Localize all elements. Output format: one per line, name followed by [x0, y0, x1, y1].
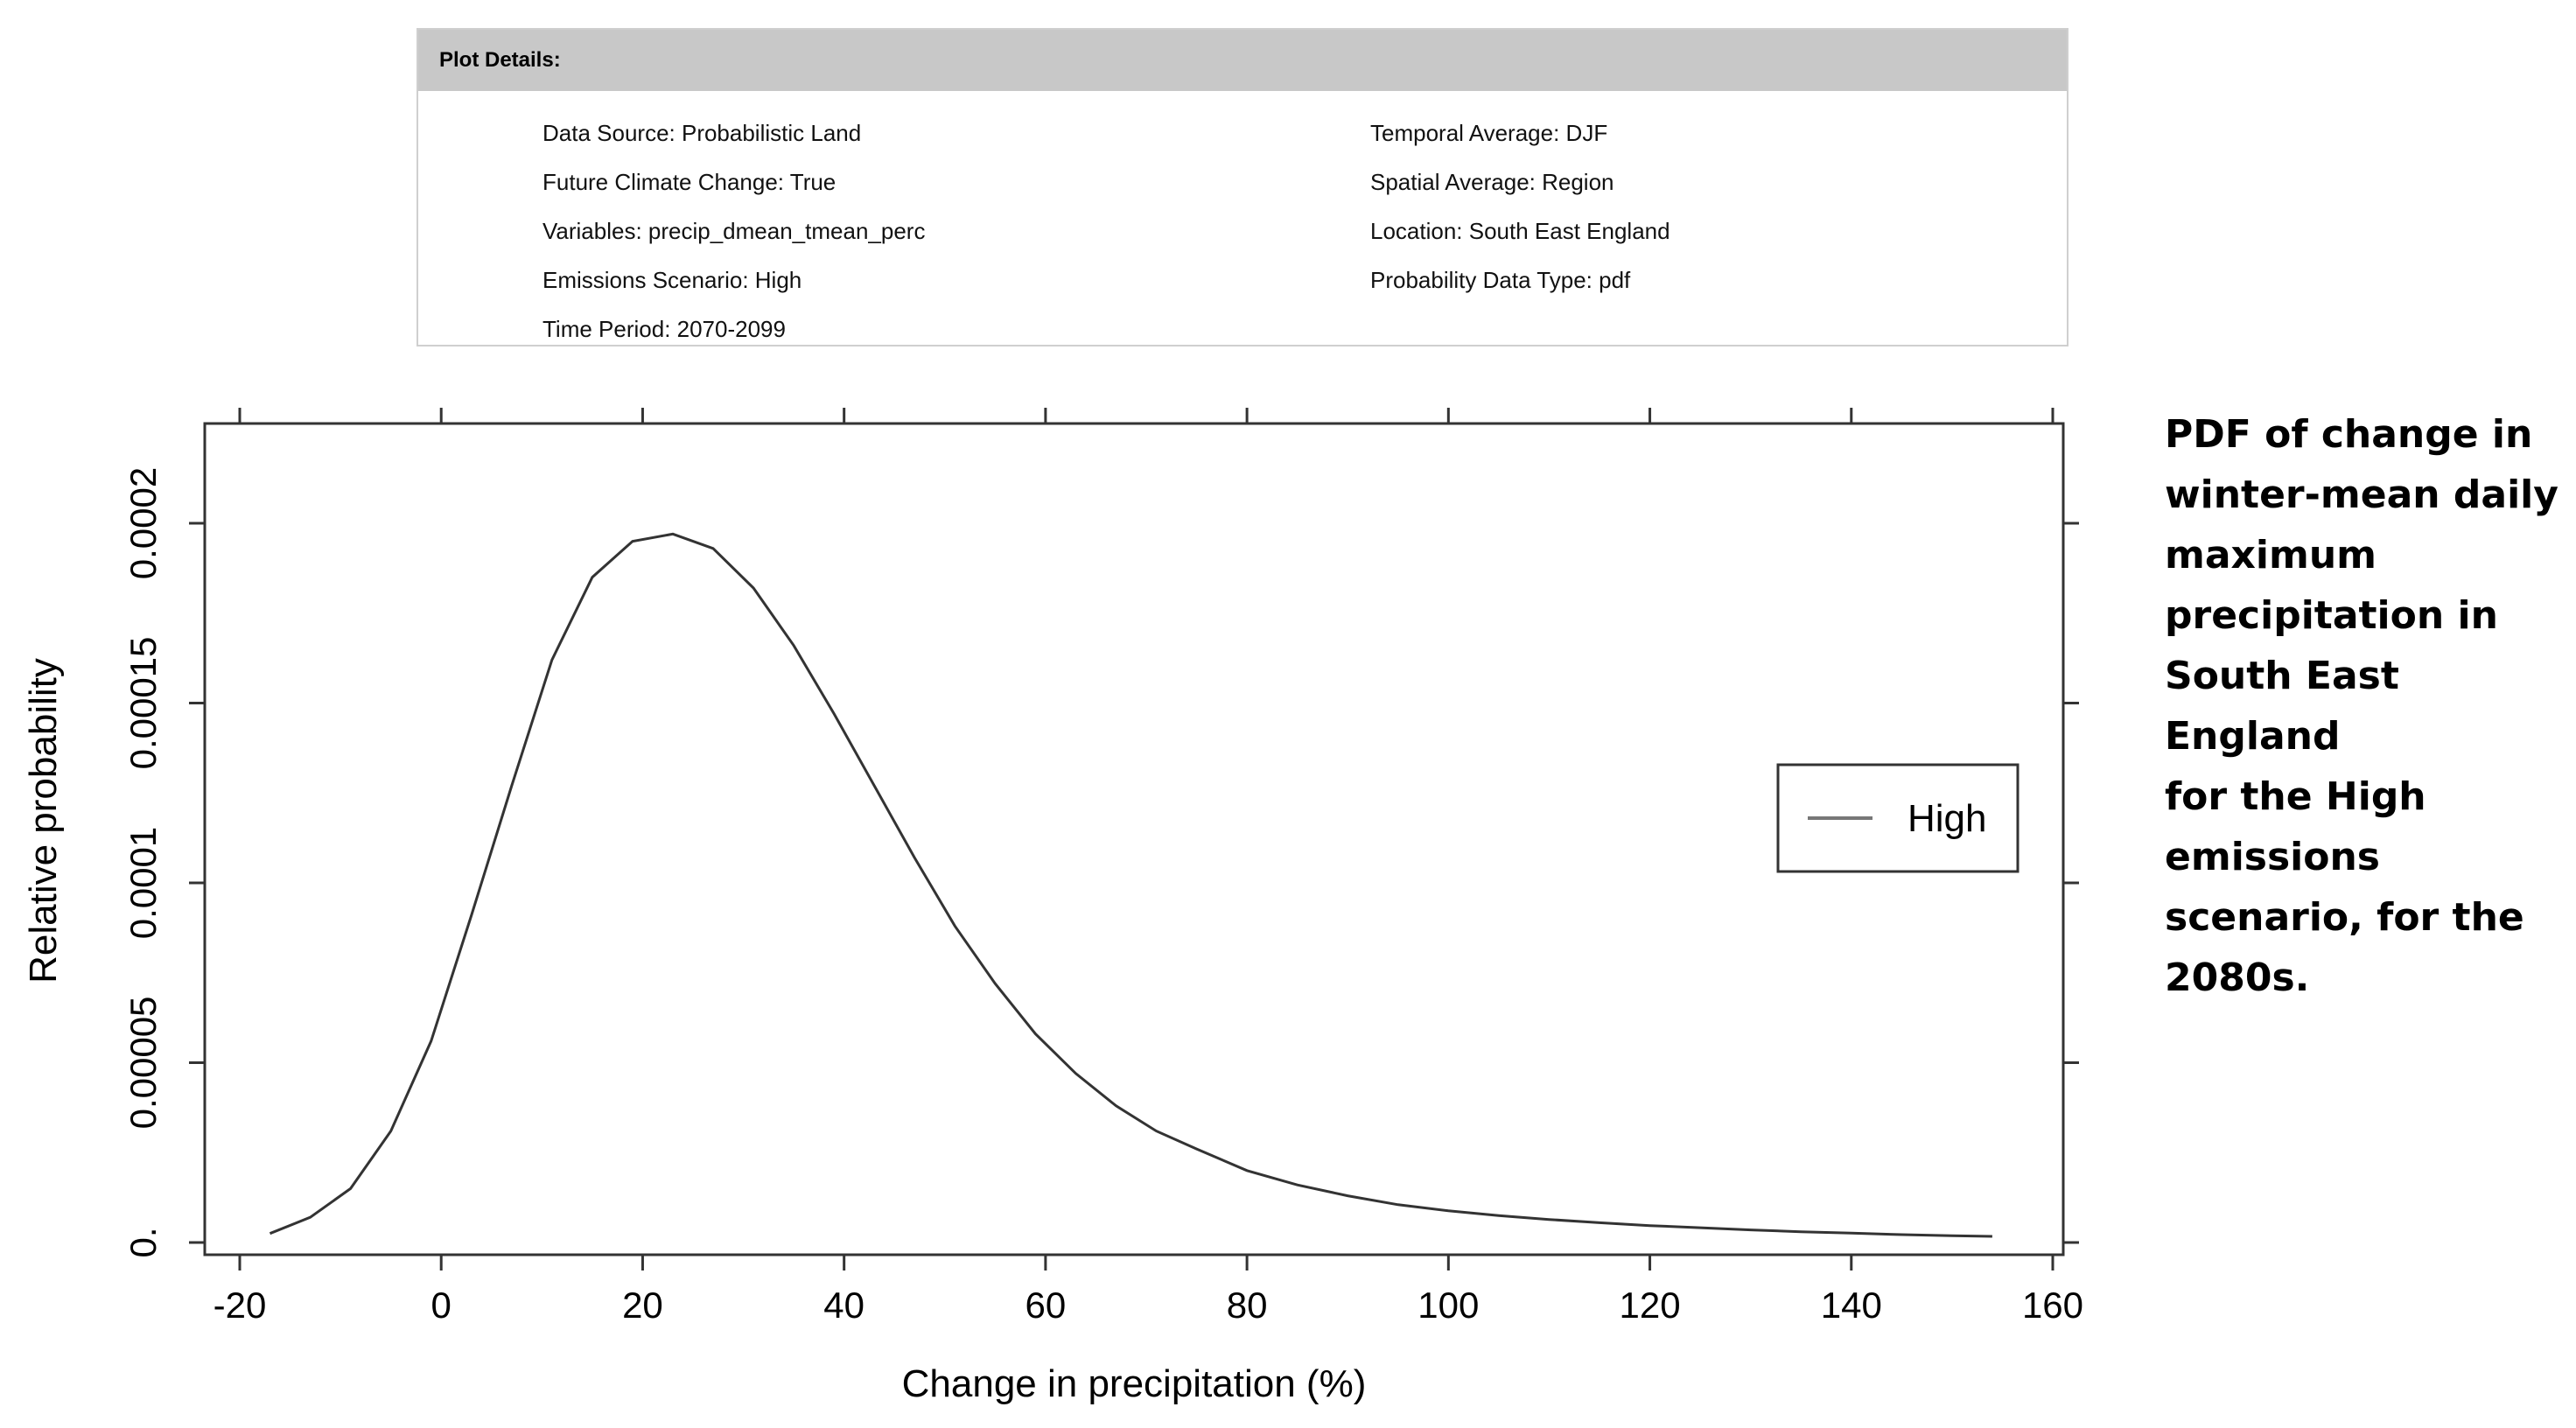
figure-caption: PDF of change in winter-mean daily maxim… — [2165, 412, 2558, 1000]
detail-location: Location: South East England — [1370, 218, 1670, 244]
legend-label-high: High — [1908, 797, 1987, 840]
y-tick-label: 0.0001 — [122, 827, 164, 939]
series-line-high — [269, 532, 1992, 1238]
x-tick-label: -20 — [214, 1284, 267, 1326]
x-tick-label: 40 — [823, 1284, 864, 1326]
detail-data-source: Data Source: Probabilistic Land — [542, 120, 862, 146]
y-axis: 0. 0.00005 0.0001 0.00015 0.0002 — [122, 467, 2079, 1258]
plot-details-panel: Plot Details: Data Source: Probabilistic… — [416, 28, 2068, 346]
y-tick-label: 0. — [122, 1227, 164, 1257]
plot-frame — [203, 422, 2065, 1256]
y-axis-label: Relative probability — [22, 658, 65, 984]
y-tick-label: 0.00005 — [122, 997, 164, 1130]
x-tick-label: 120 — [1620, 1284, 1681, 1326]
y-tick-label: 0.0002 — [122, 467, 164, 579]
detail-probability-data-type: Probability Data Type: pdf — [1370, 267, 1631, 293]
x-tick-label: 20 — [622, 1284, 663, 1326]
detail-future-climate-change: Future Climate Change: True — [542, 169, 836, 195]
plot-details-right-column: Temporal Average: DJF Spatial Average: R… — [1370, 108, 1670, 304]
detail-emissions-scenario: Emissions Scenario: High — [542, 267, 802, 293]
pdf-chart: -20 0 20 40 60 80 100 120 140 160 0. 0.00005 0.0001… — [22, 408, 2083, 1405]
y-tick-label: 0.00015 — [122, 637, 164, 770]
x-tick-label: 0 — [431, 1284, 452, 1326]
x-tick-label: 60 — [1026, 1284, 1067, 1326]
x-axis: -20 0 20 40 60 80 100 120 140 160 — [214, 408, 2083, 1326]
x-axis-label: Change in precipitation (%) — [902, 1362, 1367, 1405]
legend: High — [1776, 763, 2020, 873]
x-tick-label: 160 — [2022, 1284, 2083, 1326]
detail-temporal-average: Temporal Average: DJF — [1370, 120, 1608, 146]
detail-spatial-average: Spatial Average: Region — [1370, 169, 1614, 195]
plot-details-header: Plot Details: — [418, 30, 2067, 91]
x-tick-label: 140 — [1821, 1284, 1882, 1326]
detail-variables: Variables: precip_dmean_tmean_perc — [542, 218, 926, 244]
detail-time-period: Time Period: 2070-2099 — [542, 316, 786, 342]
x-tick-label: 80 — [1227, 1284, 1268, 1326]
x-tick-label: 100 — [1418, 1284, 1479, 1326]
plot-details-left-column: Data Source: Probabilistic Land Future C… — [542, 108, 925, 354]
